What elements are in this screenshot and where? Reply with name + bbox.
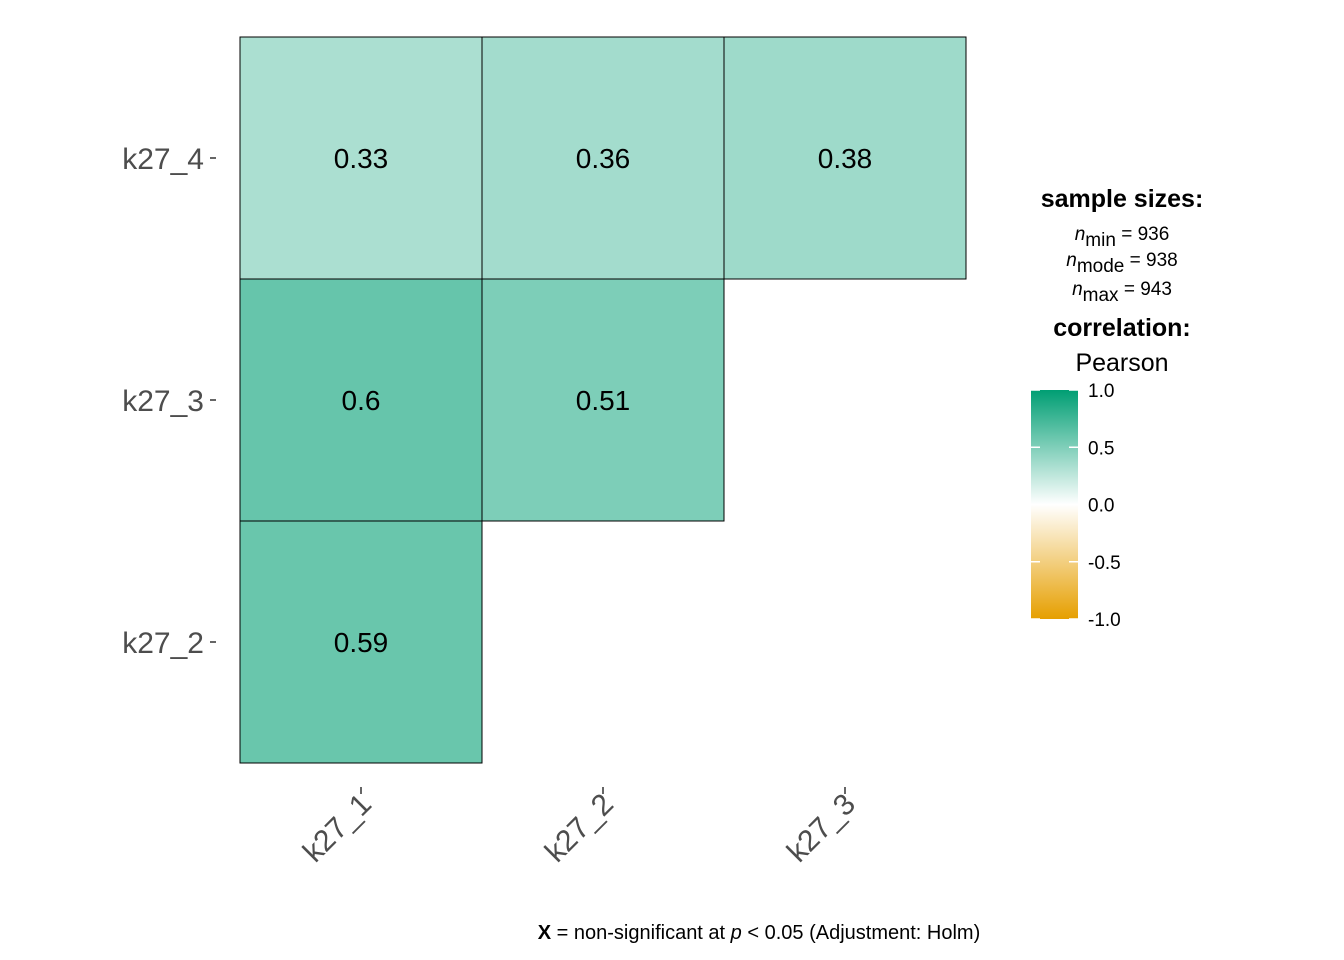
scale-tick-label: 0.5: [1088, 438, 1114, 459]
cell-label-k27_3-k27_4: 0.38: [818, 143, 873, 174]
x-tick-label-k27_2: k27_2: [539, 788, 620, 869]
color-scale-ticks: 1.0 0.5 0.0 -0.5 -1.0: [1031, 381, 1121, 631]
scale-tick-label: -1.0: [1088, 610, 1121, 631]
y-tick-label-k27_3: k27_3: [122, 385, 204, 418]
correlation-method: Pearson: [1075, 349, 1168, 377]
cell-k27_2-k27_4: [481, 36, 725, 280]
cell-label-k27_2-k27_4: 0.36: [576, 143, 631, 174]
n-max-stat: nmax = 943: [1072, 279, 1172, 306]
cell-label-k27_1-k27_2: 0.59: [334, 627, 389, 658]
n-min-stat: nmin = 936: [1075, 224, 1170, 251]
cell-k27_1-k27_3: [239, 278, 483, 522]
heatmap-cells: 0.33 0.36 0.38 0.6 0.51 0.59: [239, 36, 967, 764]
x-axis: k27_1 k27_2 k27_3: [297, 787, 862, 869]
cell-label-k27_1-k27_3: 0.6: [342, 385, 381, 416]
n-mode-stat: nmode = 938: [1066, 250, 1177, 277]
cell-label-k27_1-k27_4: 0.33: [334, 143, 389, 174]
scale-tick-label: 0.0: [1088, 496, 1114, 517]
sample-sizes-title: sample sizes:: [1041, 185, 1204, 213]
y-tick-label-k27_2: k27_2: [122, 627, 204, 660]
scale-tick-label: 1.0: [1088, 381, 1114, 402]
x-tick-label-k27_3: k27_3: [781, 788, 862, 869]
y-tick-label-k27_4: k27_4: [122, 143, 204, 176]
y-axis: k27_4 k27_3 k27_2: [122, 143, 216, 660]
cell-label-k27_2-k27_3: 0.51: [576, 385, 631, 416]
significance-caption: X = non-significant at p < 0.05 (Adjustm…: [538, 922, 980, 944]
cell-k27_1-k27_2: [239, 520, 483, 764]
correlation-title: correlation:: [1053, 314, 1191, 342]
cell-k27_1-k27_4: [239, 36, 483, 280]
cell-k27_2-k27_3: [481, 278, 725, 522]
scale-tick-label: -0.5: [1088, 553, 1121, 574]
cell-k27_3-k27_4: [723, 36, 967, 280]
x-tick-label-k27_1: k27_1: [297, 788, 378, 869]
